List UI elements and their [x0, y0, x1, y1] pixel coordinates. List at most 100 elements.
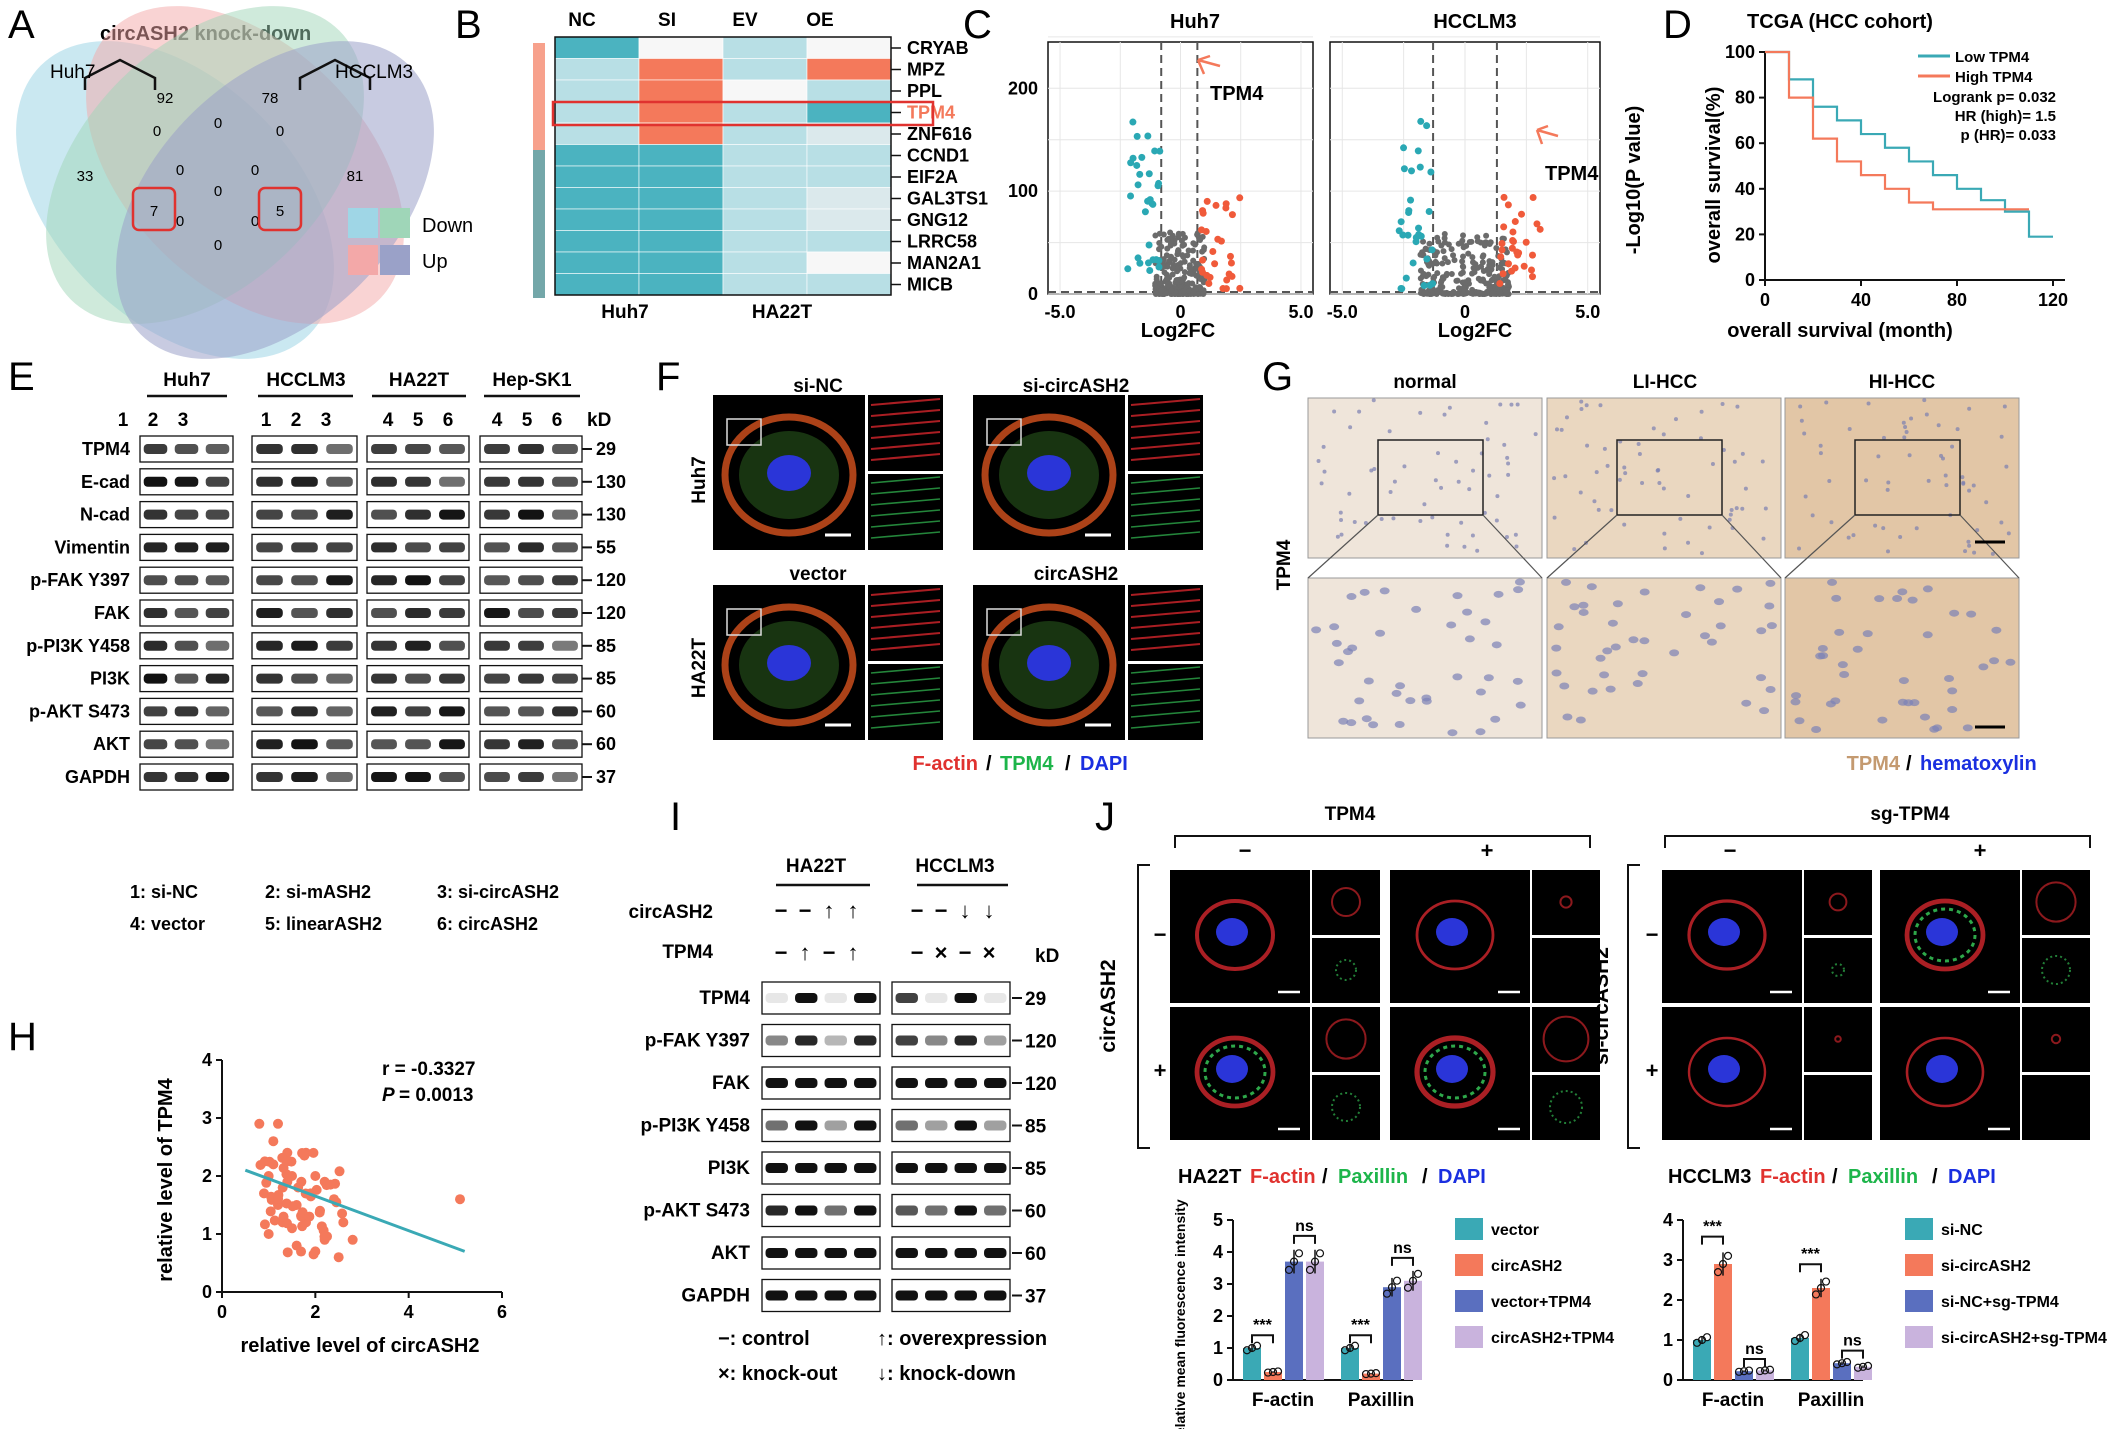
panel-letter-b: B	[455, 3, 482, 47]
ihc-image-low-mag	[1784, 397, 2020, 559]
volcano-point	[1440, 248, 1447, 255]
blot-i-group: HA22T	[786, 856, 847, 877]
volcano-point	[1180, 288, 1187, 295]
nucleus-dot	[1533, 432, 1538, 437]
legend-swatch	[1455, 1218, 1483, 1240]
nucleus-dot	[1551, 669, 1562, 677]
blot-band	[439, 542, 465, 553]
nucleus-dot	[1961, 481, 1966, 486]
nucleus-dot	[1940, 456, 1945, 461]
ihc-stain-hema: hematoxylin	[1920, 753, 2037, 775]
nucleus-dot	[1552, 515, 1557, 520]
scatter-point	[304, 1211, 315, 1222]
blot-band	[291, 772, 318, 782]
nucleus-dot	[1338, 510, 1343, 515]
panel-f: F si-NC si-circASH2 vector circASH2 Huh7…	[656, 355, 1203, 775]
tpm4-highlight-box	[551, 100, 935, 127]
bar	[1383, 1287, 1401, 1380]
heatmap-cell	[722, 58, 808, 81]
blot-band	[954, 1205, 977, 1216]
volcano-point-down	[1414, 147, 1422, 155]
volcano-point	[1164, 263, 1171, 270]
blot-band	[925, 1163, 948, 1173]
scatter-point	[338, 1217, 349, 1228]
blot-band	[256, 509, 283, 520]
bar-point	[1340, 1346, 1350, 1355]
actin-fiber	[1130, 610, 1201, 618]
blot-protein-label: E-cad	[81, 472, 130, 492]
blot-band	[925, 1248, 948, 1258]
nucleus-dot	[1598, 403, 1603, 408]
blot-protein-label: N-cad	[80, 505, 130, 525]
nucleus-dot	[1991, 626, 2002, 634]
if-image-grid	[713, 395, 1203, 740]
heatmap-cell	[638, 187, 724, 210]
volcano-point-down	[1427, 168, 1435, 176]
nucleus-dot	[1637, 670, 1648, 678]
lane-label: 3	[178, 410, 189, 431]
bar-xtick: F-actin	[1252, 1390, 1314, 1411]
volcano-point	[1164, 236, 1171, 243]
tpm4-fiber	[1130, 721, 1201, 729]
blot-band	[925, 993, 948, 1003]
km-ylabel: overall survival(%)	[1703, 87, 1725, 264]
volcano-point	[1486, 284, 1493, 291]
blot-band	[552, 673, 578, 684]
tpm4-fiber	[1130, 476, 1201, 484]
volcano-point	[1453, 277, 1460, 284]
nucleus-dot	[1592, 499, 1597, 504]
nucleus-dot	[1829, 520, 1834, 525]
nucleus-dot	[1673, 417, 1678, 422]
nucleus-dot	[1587, 687, 1598, 695]
j-image-grid	[1170, 870, 2090, 1140]
j-row-signs: − + − +	[1154, 922, 1659, 1083]
bar	[1285, 1261, 1303, 1380]
volcano-point	[1443, 270, 1450, 277]
km-xtick: 80	[1947, 290, 1967, 310]
bar-point	[1755, 1366, 1765, 1376]
nucleus-dot	[1943, 473, 1948, 478]
bar-chart-right: 0 1 2 3 4 F-actin *** ns Paxillin *** ns si-NC si-ci…	[1663, 1210, 2107, 1411]
bar	[1404, 1280, 1422, 1380]
heatmap-gene-label: ZNF616	[907, 124, 972, 144]
volcano-point	[1445, 290, 1452, 297]
nucleus-dot	[1475, 688, 1486, 696]
if-row-label: Huh7	[689, 456, 710, 504]
blot-band	[439, 575, 465, 586]
if-stain-sep: /	[1065, 753, 1071, 775]
legend-swatch	[1905, 1218, 1933, 1240]
bar	[1812, 1288, 1830, 1380]
nucleus-dot	[1553, 623, 1564, 631]
key-entry: 2: si-mASH2	[265, 882, 371, 902]
actin-fiber	[870, 431, 941, 439]
nucleus-dot	[1851, 533, 1856, 538]
nucleus-dot	[1579, 407, 1584, 412]
blot-band	[205, 608, 230, 618]
blot-band	[925, 1205, 948, 1216]
blot-band	[824, 1035, 847, 1046]
cell-outline	[981, 603, 1117, 727]
volcano-point	[1466, 239, 1473, 246]
volcano-point	[1460, 253, 1467, 260]
nucleus-dot	[1936, 423, 1941, 428]
nucleus-dot	[1357, 409, 1362, 414]
volcano-point	[1158, 287, 1165, 294]
volcano-point	[1439, 284, 1446, 291]
blot-size-label: 85	[596, 669, 616, 689]
volcano-point-up	[1504, 201, 1512, 209]
nucleus-dot	[1322, 469, 1327, 474]
nucleus-dot	[1846, 535, 1851, 540]
bar-point	[1800, 1330, 1810, 1340]
nucleus-dot	[1333, 659, 1344, 667]
bar-ytick: 3	[1663, 1250, 1673, 1270]
blot-protein-label: FAK	[94, 603, 130, 623]
volcano-point-down	[1127, 192, 1135, 200]
blot-band	[371, 608, 397, 618]
blot-band	[439, 509, 465, 520]
legend-label: si-NC+sg-TPM4	[1941, 1294, 2059, 1311]
blot-i-rows: TPM4 29 p-FAK Y397 120 FAK 120 p-PI3K Y458 85 PI…	[641, 981, 1057, 1313]
j-group-label: sg-TPM4	[1870, 804, 1950, 825]
blot-band	[256, 444, 283, 454]
blot-band	[795, 993, 818, 1003]
volcano-title-huh7: Huh7	[1170, 11, 1220, 33]
